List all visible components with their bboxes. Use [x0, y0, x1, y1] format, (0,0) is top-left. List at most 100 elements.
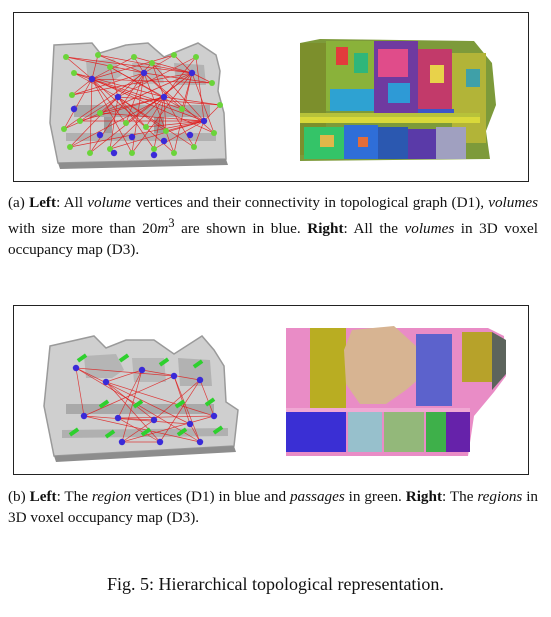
large-volume-vertex	[88, 75, 96, 83]
large-volume-vertex	[110, 149, 118, 157]
region-vertex	[150, 416, 158, 424]
panel-a-graphics	[49, 39, 496, 169]
volume-vertex	[151, 146, 157, 152]
subcaption-a-text: vertices and their connectivity in topol…	[131, 194, 489, 211]
volume-vertex	[217, 102, 223, 108]
region-vertex	[156, 438, 164, 446]
graph-edge	[151, 62, 165, 98]
graph-edge	[203, 104, 221, 122]
passage	[204, 397, 216, 407]
graph-edge	[117, 369, 143, 419]
graph-edge	[143, 72, 213, 84]
graph-edge	[105, 381, 215, 417]
graph-edge	[125, 72, 193, 124]
graph-edge	[91, 78, 175, 154]
subcaption-a-left-label: Left	[29, 194, 57, 211]
subcaption-b-term: region	[91, 488, 131, 505]
passage	[176, 427, 188, 437]
graph-edge	[173, 375, 201, 443]
passage	[212, 425, 224, 435]
volume-vertex	[143, 124, 149, 130]
volume-vertex	[131, 54, 137, 60]
passage	[192, 359, 204, 369]
subcaption-a-term: volumes	[404, 220, 455, 238]
figure-panel-b	[13, 305, 529, 475]
graph-edge	[75, 367, 191, 425]
graph-edge	[75, 367, 175, 377]
large-volume-vertex	[150, 151, 158, 159]
graph-edge	[65, 56, 93, 80]
graph-edge	[173, 54, 193, 74]
region-vertex	[80, 412, 88, 420]
subcaption-a-text: with size more than 20	[8, 220, 158, 238]
volume-vertex	[97, 110, 103, 116]
large-volume-vertex	[188, 69, 196, 77]
panel-b-graphics	[43, 326, 506, 462]
large-volume-vertex	[128, 133, 136, 141]
graph-edge	[121, 415, 215, 443]
volume-vertex	[209, 80, 215, 86]
volume-vertex	[107, 64, 113, 70]
graph-edge	[199, 379, 215, 417]
graph-edge	[121, 419, 155, 443]
subcaption-a-right-label: Right	[307, 220, 344, 238]
graph-edge	[173, 375, 191, 425]
graph-edge	[117, 415, 215, 419]
graph-edge	[133, 56, 193, 74]
subcaption-b-text: in 3D voxel occupancy map (D3).	[8, 488, 539, 526]
passages-green	[68, 353, 224, 439]
graph-edge	[99, 96, 165, 114]
graph-edge	[193, 120, 205, 148]
graph-edge	[71, 72, 193, 96]
graph-edge	[121, 369, 143, 443]
large-volume-vertex	[114, 93, 122, 101]
graph-edge	[109, 96, 165, 150]
region-vertex	[102, 378, 110, 386]
volume-vertices-blue	[70, 69, 208, 159]
passage	[140, 427, 152, 437]
subcaption-a-text: : All	[56, 194, 88, 211]
graph-edge	[117, 96, 147, 128]
figure-caption: Fig. 5: Hierarchical topological represe…	[107, 574, 444, 594]
graph-edge	[117, 417, 155, 421]
volume-vertex	[87, 150, 93, 156]
graph-edge	[63, 72, 193, 130]
passage	[68, 427, 80, 437]
volume-vertex	[163, 128, 169, 134]
graph-edge	[99, 112, 205, 122]
region-vertex	[138, 366, 146, 374]
volume-vertex	[171, 52, 177, 58]
large-volume-vertex	[140, 69, 148, 77]
volume-vertex	[179, 106, 185, 112]
graph-edge	[105, 369, 143, 383]
graph-edge	[91, 78, 133, 154]
volume-vertex	[191, 144, 197, 150]
subcaption-a-term: volume	[87, 194, 132, 211]
subcaption-b-text: : The	[442, 488, 478, 505]
passage	[98, 399, 110, 409]
graph-edge	[165, 120, 205, 132]
graph-edge	[65, 56, 145, 74]
graph-edge	[99, 96, 119, 114]
graph-edge	[91, 78, 127, 124]
graph-edge	[145, 120, 205, 128]
region-graph-edges	[75, 367, 215, 443]
subcaption-b-text: : The	[56, 488, 92, 505]
graph-edge	[79, 96, 119, 122]
graph-edge	[195, 56, 205, 122]
graph-edge	[143, 72, 175, 154]
graph-edge	[153, 120, 205, 150]
graph-edge	[163, 96, 195, 148]
graph-edge	[191, 72, 215, 134]
graph-edge	[181, 72, 193, 110]
subcaption-a-text: are shown in blue.	[174, 220, 308, 238]
passage	[132, 399, 144, 409]
figure-panel-a	[13, 12, 529, 182]
volume-vertex	[171, 150, 177, 156]
volume-vertex	[123, 120, 129, 126]
subcaption-b-left-label: Left	[29, 488, 57, 505]
region-vertex	[72, 364, 80, 372]
subcaption-b-text: in green.	[344, 488, 406, 505]
graph-edge	[143, 72, 183, 110]
subcaption-a-exponent: 3	[168, 216, 175, 230]
